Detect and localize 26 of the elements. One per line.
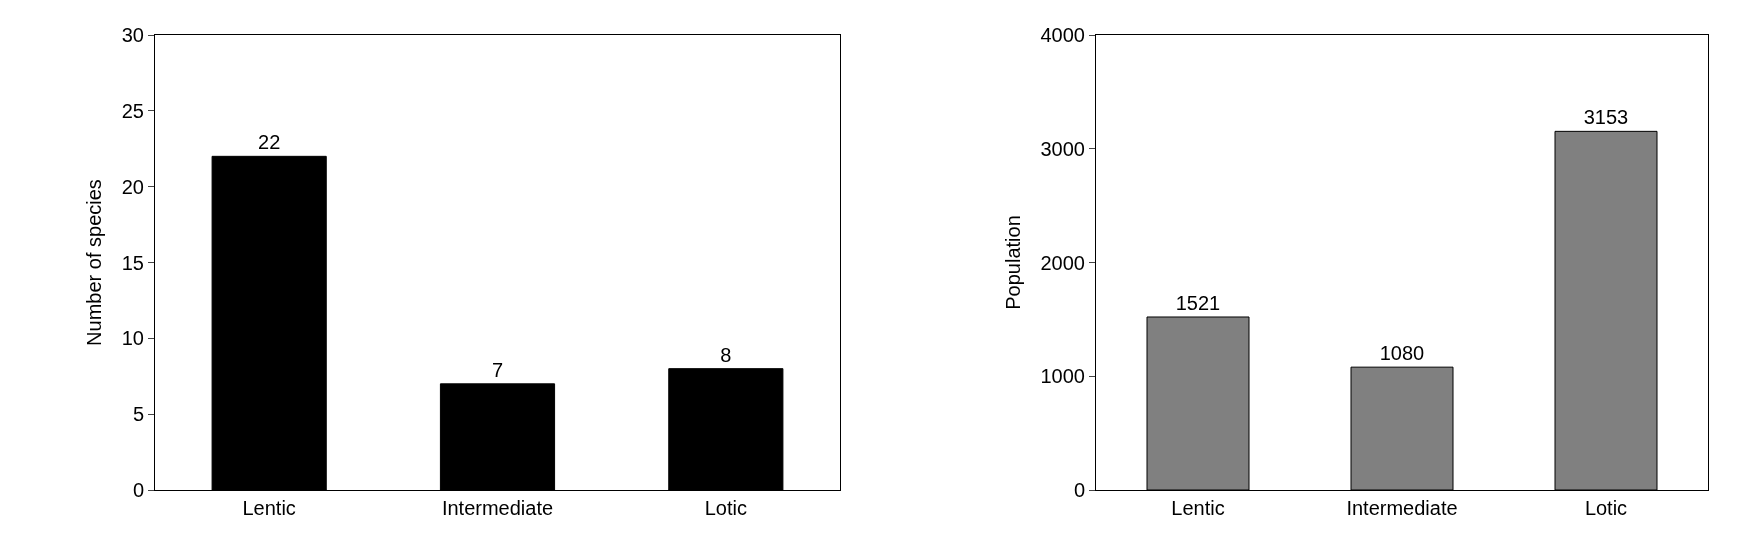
y-tick-label: 2000 — [1040, 251, 1085, 274]
data-label: 8 — [720, 343, 732, 366]
y-tick-label: 3000 — [1040, 137, 1085, 160]
x-tick-label: Lotic — [1584, 497, 1628, 519]
data-label: 22 — [258, 131, 281, 154]
data-label: 3153 — [1583, 106, 1629, 129]
data-label: 1080 — [1379, 342, 1425, 365]
y-axis-title: Population — [1002, 215, 1024, 310]
data-label: 1521 — [1175, 291, 1221, 314]
y-tick-label: 1000 — [1040, 365, 1085, 388]
y-tick-label: 0 — [132, 479, 144, 501]
data-label: 7 — [491, 358, 504, 381]
y-tick-label: 30 — [121, 24, 144, 46]
y-tick-label: 4000 — [1040, 24, 1085, 46]
x-tick-label: Lotic — [704, 497, 747, 519]
y-axis-title: Number of species — [83, 179, 106, 346]
y-tick-label: 20 — [121, 175, 144, 198]
y-tick-label: 15 — [121, 251, 144, 274]
x-tick-label: Intermediate — [441, 497, 554, 519]
x-tick-label: Lentic — [242, 497, 296, 519]
y-tick-label: 0 — [1073, 479, 1085, 501]
y-tick-label: 25 — [121, 99, 144, 122]
x-tick-label: Intermediate — [1346, 497, 1458, 519]
y-tick-label: 10 — [121, 327, 144, 350]
x-tick-label: Lentic — [1171, 497, 1225, 519]
y-tick-label: 5 — [132, 403, 144, 426]
